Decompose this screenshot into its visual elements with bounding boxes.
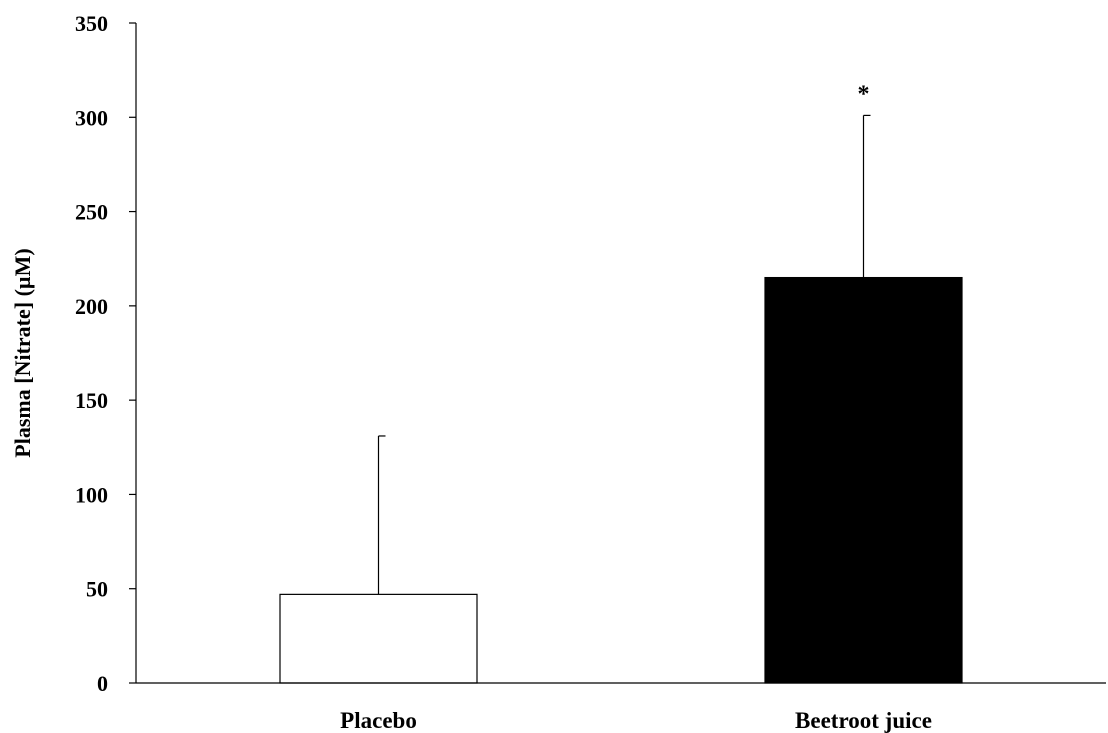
y-axis: 0 50 100 150 200 250 300 350 — [75, 11, 137, 696]
y-axis-title: Plasma [Nitrate] (µM) — [10, 248, 35, 457]
significance-marker: * — [858, 81, 870, 107]
error-bars — [377, 114, 871, 595]
y-tick-label: 200 — [75, 294, 108, 319]
x-category-label: Placebo — [340, 708, 417, 733]
y-tick-label: 350 — [75, 11, 108, 36]
y-tick-label: 0 — [97, 671, 108, 696]
x-axis: Placebo Beetroot juice — [136, 682, 1106, 733]
bars — [279, 276, 963, 684]
y-tick-label: 250 — [75, 200, 108, 225]
bar-1 — [764, 276, 963, 684]
annotations: * — [858, 81, 870, 107]
y-tick-label: 150 — [75, 388, 108, 413]
y-tick-label: 50 — [86, 577, 108, 602]
y-tick-label: 100 — [75, 482, 108, 507]
bar-0 — [279, 593, 478, 684]
y-tick-label: 300 — [75, 105, 108, 130]
x-category-label: Beetroot juice — [795, 708, 932, 733]
